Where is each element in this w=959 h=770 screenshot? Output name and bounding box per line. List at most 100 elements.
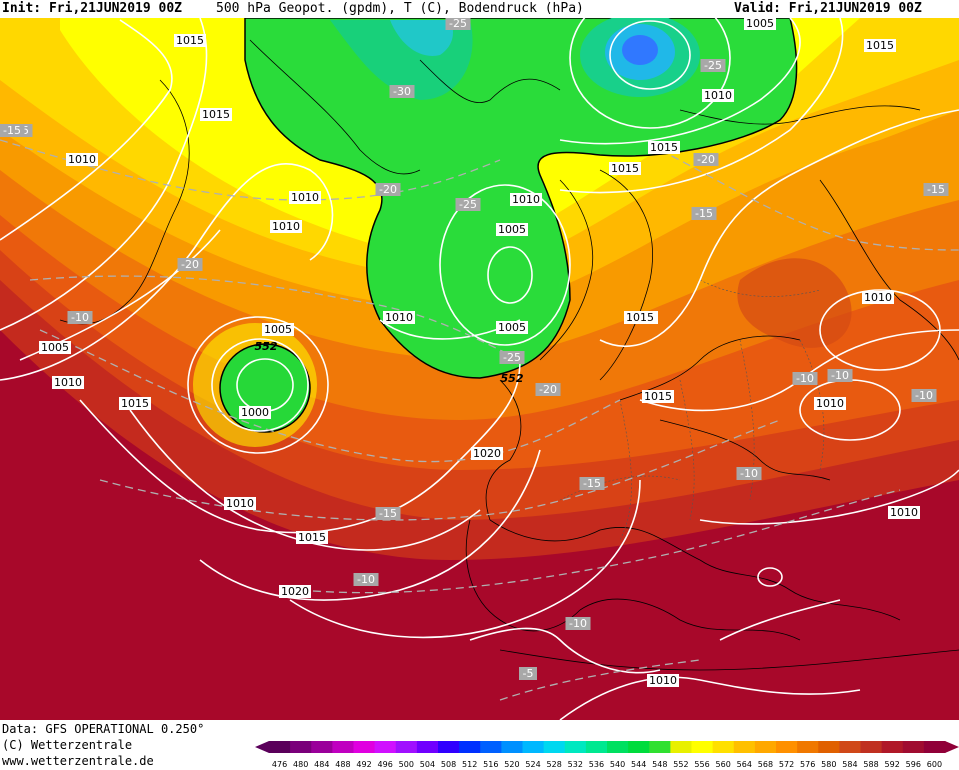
temperature-label: -20 — [693, 153, 719, 166]
svg-text:1010: 1010 — [68, 153, 96, 166]
website: www.wetterzentrale.de — [2, 754, 154, 768]
init-time: Init: Fri,21JUN2019 00Z — [2, 1, 183, 16]
svg-text:1020: 1020 — [281, 585, 309, 598]
svg-text:1010: 1010 — [816, 397, 844, 410]
temperature-label: -10 — [911, 389, 937, 402]
svg-text:1010: 1010 — [54, 376, 82, 389]
isobar-label: 1010 — [862, 291, 894, 304]
svg-text:-20: -20 — [697, 153, 715, 166]
legend-value: 496 — [378, 760, 393, 769]
legend-value: 508 — [441, 760, 456, 769]
temperature-labels: -15 -25 -30 -25 -20 -20 -20 -15 -10 -25 -25 -20 -15 -… — [0, 18, 949, 680]
legend-value: 500 — [399, 760, 414, 769]
legend-value: 476 — [272, 760, 287, 769]
legend-value: 580 — [821, 760, 836, 769]
legend-value: 536 — [589, 760, 604, 769]
temperature-label: -10 — [792, 372, 818, 385]
isobar-label: 1005 — [496, 223, 528, 236]
warm-ridge-east — [737, 258, 852, 348]
svg-text:-15: -15 — [3, 124, 21, 137]
legend-value: 576 — [800, 760, 815, 769]
svg-text:-25: -25 — [449, 18, 467, 30]
copyright: (C) Wetterzentrale — [2, 738, 133, 752]
legend-swatch — [733, 741, 756, 753]
legend-value: 504 — [420, 760, 435, 769]
legend-swatch — [459, 741, 481, 753]
svg-text:1015: 1015 — [644, 390, 672, 403]
temperature-label: -10 — [736, 467, 762, 480]
legend-value: 600 — [927, 760, 942, 769]
isobar-label: 1020 — [471, 447, 503, 460]
legend-value: 572 — [779, 760, 794, 769]
legend-swatch — [332, 741, 354, 753]
isobar-label: 1005 — [262, 323, 294, 336]
legend-swatch — [902, 741, 925, 753]
legend-swatch — [543, 741, 566, 753]
trough-544 — [390, 20, 453, 56]
isobars — [0, 18, 959, 720]
temperature-label: -10 — [353, 573, 379, 586]
temperature-label: -20 — [375, 183, 401, 196]
isobar-label: 1010 — [66, 153, 98, 166]
isobar-label: 1015 — [648, 141, 680, 154]
isobar-label: 1010 — [270, 220, 302, 233]
svg-text:-15: -15 — [695, 207, 713, 220]
svg-text:-15: -15 — [927, 183, 945, 196]
svg-text:1015: 1015 — [611, 162, 639, 175]
isobar-label: 1015 — [200, 108, 232, 121]
chart-title: 500 hPa Geopot. (gpdm), T (C), Bodendruc… — [216, 1, 584, 16]
legend-swatch — [501, 741, 523, 753]
legend-swatch — [649, 741, 671, 753]
legend-value: 560 — [716, 760, 731, 769]
svg-text:1005: 1005 — [746, 18, 774, 30]
legend-value: 520 — [504, 760, 519, 769]
isobar-label: 1015 — [296, 531, 328, 544]
svg-text:1010: 1010 — [890, 506, 918, 519]
legend-swatch — [269, 741, 291, 753]
legend-value: 524 — [525, 760, 540, 769]
legend-value: 556 — [694, 760, 709, 769]
isobar-label: 1005 — [496, 321, 528, 334]
svg-text:-10: -10 — [831, 369, 849, 382]
isobar-label: 1010 — [814, 397, 846, 410]
svg-text:-10: -10 — [71, 311, 89, 324]
svg-text:1015: 1015 — [176, 34, 204, 47]
legend-swatch — [311, 741, 333, 753]
legend-value: 512 — [462, 760, 477, 769]
legend-value: 548 — [652, 760, 667, 769]
legend-swatch — [839, 741, 861, 753]
isobar-label: 1015 — [609, 162, 641, 175]
legend-value: 484 — [314, 760, 329, 769]
isobar-label: 1010 — [52, 376, 84, 389]
isobar-label: 1010 — [289, 191, 321, 204]
legend-swatch — [818, 741, 840, 753]
svg-text:-10: -10 — [740, 467, 758, 480]
legend-swatch — [670, 741, 692, 753]
legend-value: 544 — [631, 760, 646, 769]
svg-text:-15: -15 — [379, 507, 397, 520]
temperature-label: -20 — [177, 258, 203, 271]
geopotential-label: 552 — [255, 340, 278, 353]
svg-text:-15: -15 — [583, 477, 601, 490]
svg-text:1010: 1010 — [272, 220, 300, 233]
svg-text:1005: 1005 — [41, 341, 69, 354]
isobar-label: 1010 — [888, 506, 920, 519]
low-north-532 — [622, 35, 658, 65]
isobar-label: 1010 — [702, 89, 734, 102]
legend-value: 516 — [483, 760, 498, 769]
temperature-label: -20 — [535, 383, 561, 396]
temperature-label: -25 — [445, 18, 471, 30]
svg-text:-10: -10 — [569, 617, 587, 630]
isobar-label: 1000 — [239, 406, 271, 419]
legend-swatch — [353, 741, 376, 753]
temperature-label: -15 — [691, 207, 717, 220]
legend-swatch — [776, 741, 798, 753]
isobar-labels: 1015 1015 1010 1010 1010 1005 1005 1005 1000 1010… — [39, 18, 920, 687]
legend-swatch — [480, 741, 502, 753]
legend-swatch — [290, 741, 312, 753]
svg-text:1015: 1015 — [121, 397, 149, 410]
svg-text:-25: -25 — [704, 59, 722, 72]
isobar-label: 1005 — [39, 341, 71, 354]
legend-value: 568 — [758, 760, 773, 769]
legend-swatch — [607, 741, 629, 753]
